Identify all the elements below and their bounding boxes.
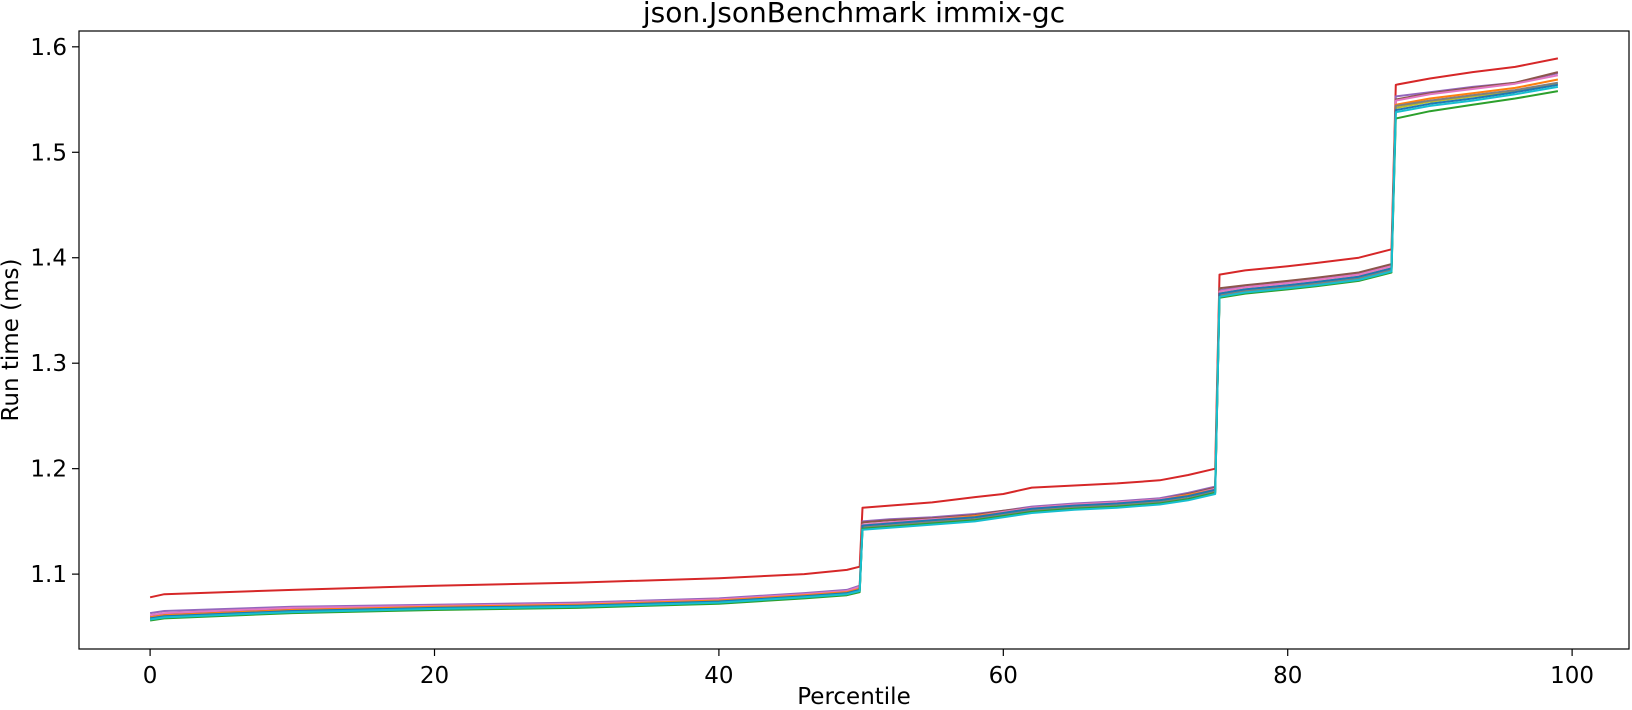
x-tick-label: 20 [420, 663, 449, 689]
y-axis: 1.1 1.2 1.3 1.4 1.5 1.6 [30, 35, 79, 588]
x-tick-label: 100 [1550, 663, 1594, 689]
y-tick-label: 1.5 [30, 140, 67, 166]
x-tick-label: 0 [143, 663, 158, 689]
chart-title: json.JsonBenchmark immix-gc [642, 0, 1065, 29]
plot-area [79, 31, 1629, 649]
x-tick-label: 80 [1273, 663, 1302, 689]
x-tick-label: 60 [989, 663, 1018, 689]
series-line-9 [149, 85, 1559, 621]
y-tick-label: 1.1 [30, 562, 67, 588]
y-axis-label: Run time (ms) [0, 258, 24, 421]
y-tick-label: 1.3 [30, 351, 67, 377]
y-tick-label: 1.6 [30, 35, 67, 61]
x-axis-label: Percentile [797, 684, 910, 710]
y-tick-label: 1.4 [30, 246, 67, 272]
y-tick-label: 1.2 [30, 457, 67, 483]
x-tick-label: 40 [704, 663, 733, 689]
series-layer [149, 57, 1559, 622]
plot-frame [78, 30, 1630, 650]
x-axis: 0 20 40 60 80 100 [143, 649, 1594, 689]
